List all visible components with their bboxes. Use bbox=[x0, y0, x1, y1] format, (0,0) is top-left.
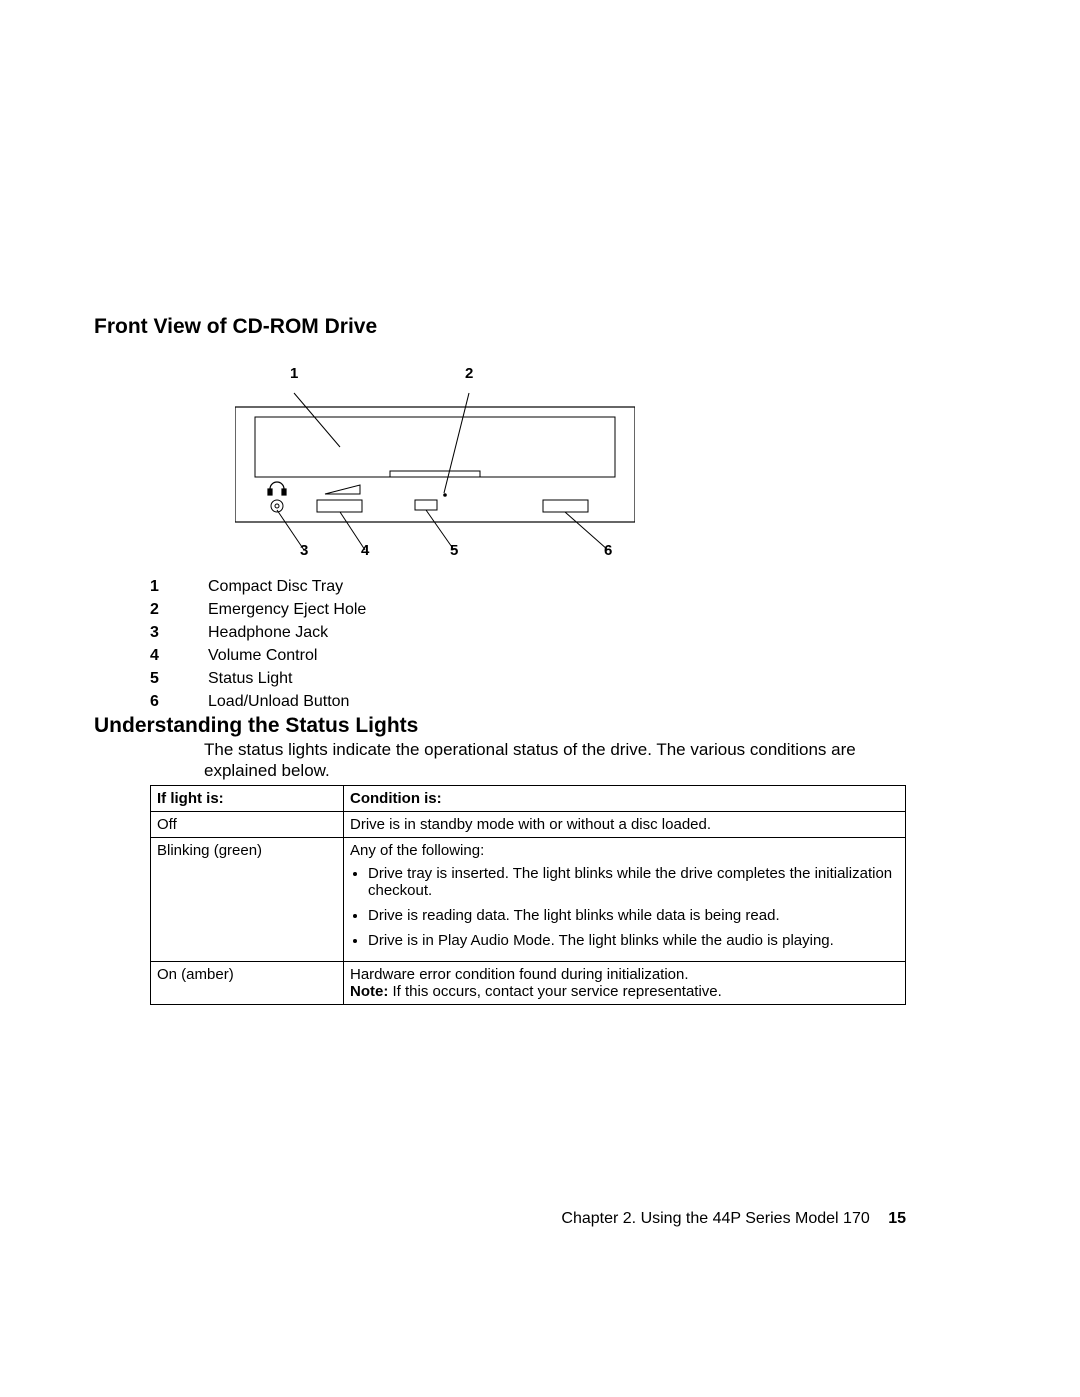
cell-condition: Drive is in standby mode with or without… bbox=[344, 812, 906, 838]
legend-row: 1 Compact Disc Tray bbox=[150, 575, 366, 598]
cell-condition: Hardware error condition found during in… bbox=[344, 962, 906, 1005]
cdrom-diagram bbox=[235, 362, 635, 562]
legend-label: Headphone Jack bbox=[208, 621, 328, 644]
cell-light: Blinking (green) bbox=[151, 838, 344, 962]
legend-label: Status Light bbox=[208, 667, 293, 690]
legend-row: 3 Headphone Jack bbox=[150, 621, 366, 644]
legend-row: 4 Volume Control bbox=[150, 644, 366, 667]
callout-5: 5 bbox=[450, 542, 458, 559]
heading-front-view: Front View of CD-ROM Drive bbox=[94, 315, 377, 339]
cell-light: On (amber) bbox=[151, 962, 344, 1005]
callout-4: 4 bbox=[361, 542, 369, 559]
legend-num: 1 bbox=[150, 575, 208, 598]
status-intro-paragraph: The status lights indicate the operation… bbox=[204, 739, 906, 781]
th-light: If light is: bbox=[151, 786, 344, 812]
note-text: If this occurs, contact your service rep… bbox=[393, 983, 722, 1000]
legend-label: Emergency Eject Hole bbox=[208, 598, 366, 621]
cell-condition: Any of the following: Drive tray is inse… bbox=[344, 838, 906, 962]
heading-status-lights: Understanding the Status Lights bbox=[94, 714, 418, 738]
legend-label: Volume Control bbox=[208, 644, 317, 667]
table-row: Off Drive is in standby mode with or wit… bbox=[151, 812, 906, 838]
cond-text: Drive is in standby mode with or without… bbox=[350, 816, 711, 833]
callout-6: 6 bbox=[604, 542, 612, 559]
cond-bullets: Drive tray is inserted. The light blinks… bbox=[350, 865, 899, 949]
parts-legend: 1 Compact Disc Tray 2 Emergency Eject Ho… bbox=[150, 575, 366, 713]
table-header-row: If light is: Condition is: bbox=[151, 786, 906, 812]
note-label: Note: bbox=[350, 983, 388, 1000]
legend-num: 5 bbox=[150, 667, 208, 690]
page-footer: Chapter 2. Using the 44P Series Model 17… bbox=[0, 1210, 1080, 1228]
cell-light: Off bbox=[151, 812, 344, 838]
legend-num: 2 bbox=[150, 598, 208, 621]
th-condition: Condition is: bbox=[344, 786, 906, 812]
status-table: If light is: Condition is: Off Drive is … bbox=[150, 785, 906, 1005]
list-item: Drive is in Play Audio Mode. The light b… bbox=[368, 932, 899, 949]
cond-text: Hardware error condition found during in… bbox=[350, 966, 689, 983]
cond-text: Any of the following: bbox=[350, 842, 484, 859]
list-item: Drive is reading data. The light blinks … bbox=[368, 907, 899, 924]
legend-num: 3 bbox=[150, 621, 208, 644]
callout-3: 3 bbox=[300, 542, 308, 559]
table-row: Blinking (green) Any of the following: D… bbox=[151, 838, 906, 962]
legend-label: Load/Unload Button bbox=[208, 690, 349, 713]
legend-row: 5 Status Light bbox=[150, 667, 366, 690]
footer-page-number: 15 bbox=[888, 1210, 906, 1227]
legend-num: 4 bbox=[150, 644, 208, 667]
legend-label: Compact Disc Tray bbox=[208, 575, 343, 598]
legend-row: 6 Load/Unload Button bbox=[150, 690, 366, 713]
table-row: On (amber) Hardware error condition foun… bbox=[151, 962, 906, 1005]
legend-num: 6 bbox=[150, 690, 208, 713]
list-item: Drive tray is inserted. The light blinks… bbox=[368, 865, 899, 899]
legend-row: 2 Emergency Eject Hole bbox=[150, 598, 366, 621]
footer-chapter: Chapter 2. Using the 44P Series Model 17… bbox=[561, 1210, 869, 1227]
